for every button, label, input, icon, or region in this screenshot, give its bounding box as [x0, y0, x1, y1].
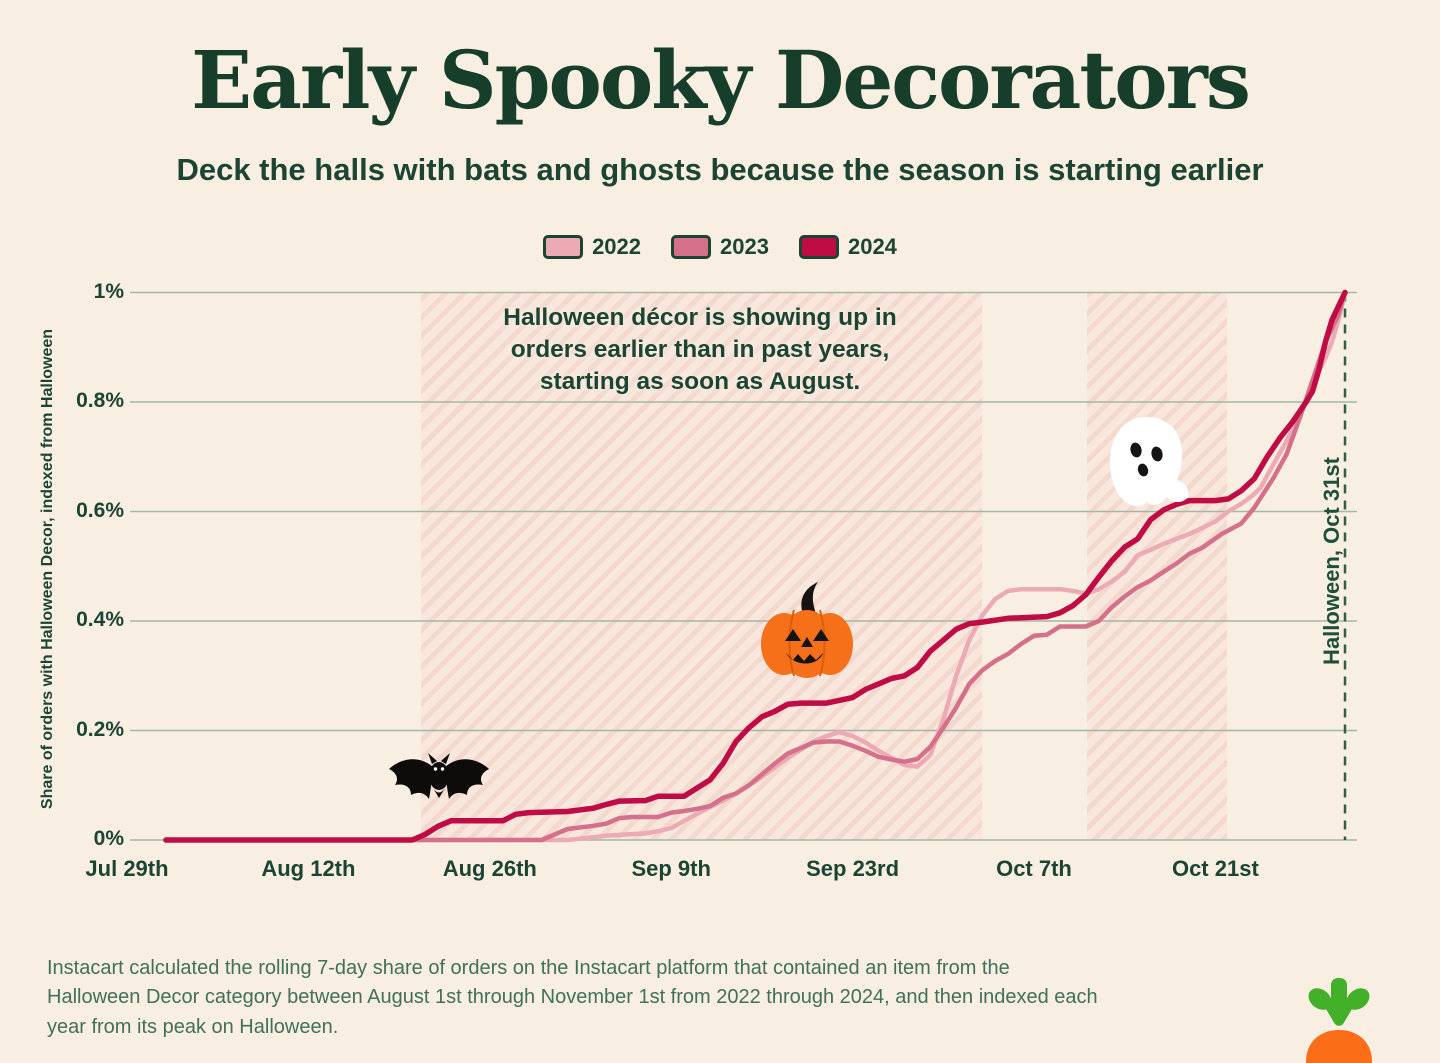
halloween-marker-label: Halloween, Oct 31st — [1319, 457, 1344, 665]
legend-swatch-2022 — [543, 235, 584, 259]
series-line-2023 — [163, 290, 1348, 843]
x-tick-label: Oct 7th — [996, 856, 1072, 881]
y-tick-label: 0.2% — [76, 717, 124, 741]
highlight-band-hatch — [421, 292, 983, 840]
y-tick-label: 0.8% — [76, 389, 124, 412]
legend-label: 2024 — [847, 234, 897, 259]
ghost-icon — [1109, 416, 1189, 507]
legend-label: 2022 — [592, 234, 642, 259]
x-tick-label: Aug 12th — [261, 856, 356, 881]
y-tick-label: 0.6% — [76, 498, 124, 522]
legend-swatch-2024 — [798, 235, 839, 259]
x-tick-label: Sep 9th — [631, 856, 711, 881]
x-tick-label: Jul 29th — [85, 856, 169, 881]
series-line-2022 — [163, 290, 1348, 843]
series-lines — [163, 289, 1348, 843]
jack-o-lantern-icon — [761, 582, 853, 678]
y-tick-label: 0% — [93, 827, 124, 850]
bat-icon — [389, 753, 489, 799]
chart-annotation: Halloween décor is showing up in orders … — [503, 304, 897, 395]
y-tick-label: 0.4% — [76, 608, 124, 631]
legend-item-2023: 2023 — [671, 234, 769, 260]
y-axis-title: Share of orders with Halloween Decor, in… — [39, 328, 56, 810]
page-subtitle: Deck the halls with bats and ghosts beca… — [176, 152, 1264, 187]
highlight-bands — [421, 292, 1228, 840]
y-tick-label: 1% — [93, 279, 124, 303]
legend: 2022 2023 2024 — [0, 234, 1440, 260]
legend-item-2022: 2022 — [543, 234, 641, 260]
legend-label: 2023 — [720, 234, 769, 259]
methodology-note: Instacart calculated the rolling 7-day s… — [47, 957, 1098, 1038]
page-title: Early Spooky Decorators — [191, 33, 1251, 127]
x-tick-label: Sep 23rd — [806, 856, 900, 881]
legend-swatch-2023 — [671, 235, 712, 259]
x-tick-label: Aug 26th — [442, 856, 537, 881]
series-line-2024 — [163, 289, 1348, 843]
instacart-carrot-logo — [1306, 978, 1372, 1063]
legend-item-2024: 2024 — [798, 234, 897, 260]
x-tick-label: Oct 21st — [1171, 856, 1259, 881]
